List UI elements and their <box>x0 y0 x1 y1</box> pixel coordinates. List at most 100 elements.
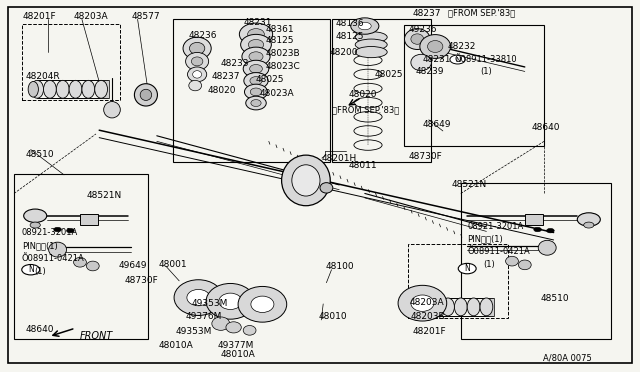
Ellipse shape <box>355 46 387 58</box>
Ellipse shape <box>193 71 202 78</box>
Circle shape <box>67 228 74 233</box>
Ellipse shape <box>351 18 379 34</box>
Ellipse shape <box>244 84 268 100</box>
Ellipse shape <box>74 257 86 267</box>
Bar <box>22 24 120 100</box>
Ellipse shape <box>174 280 223 315</box>
Bar <box>486 298 494 316</box>
Circle shape <box>22 264 40 275</box>
Text: 48010A: 48010A <box>159 341 193 350</box>
Text: Õ08911-0421A: Õ08911-0421A <box>22 254 84 263</box>
Text: 49649: 49649 <box>118 262 147 270</box>
Ellipse shape <box>56 80 69 98</box>
Text: 48200: 48200 <box>330 48 358 57</box>
Ellipse shape <box>212 317 230 330</box>
Text: Õ08911-0421A: Õ08911-0421A <box>467 247 530 256</box>
Text: 48521N: 48521N <box>86 191 122 200</box>
Text: 48010: 48010 <box>319 312 348 321</box>
Ellipse shape <box>219 293 242 310</box>
Ellipse shape <box>134 84 157 106</box>
Text: 48204R: 48204R <box>26 72 60 81</box>
Ellipse shape <box>183 37 211 60</box>
Bar <box>101 80 109 98</box>
Text: 48233: 48233 <box>221 59 250 68</box>
Ellipse shape <box>188 67 207 82</box>
Text: 48001: 48001 <box>159 260 188 269</box>
Ellipse shape <box>416 298 429 316</box>
Ellipse shape <box>358 22 371 30</box>
Text: 48025: 48025 <box>256 76 285 84</box>
Text: 48361: 48361 <box>266 25 294 34</box>
Text: 48020: 48020 <box>208 86 237 94</box>
Circle shape <box>458 263 476 274</box>
Ellipse shape <box>244 73 268 89</box>
Ellipse shape <box>398 285 447 321</box>
Text: 48100: 48100 <box>325 262 354 271</box>
Text: 48201F: 48201F <box>413 327 447 336</box>
Ellipse shape <box>442 298 454 316</box>
Ellipse shape <box>206 283 255 319</box>
Ellipse shape <box>44 80 56 98</box>
Ellipse shape <box>243 60 269 77</box>
Bar <box>408 244 508 318</box>
Text: 48136: 48136 <box>336 19 365 28</box>
Text: 48023A: 48023A <box>259 89 294 98</box>
Circle shape <box>577 213 600 226</box>
Circle shape <box>584 222 594 228</box>
Ellipse shape <box>467 298 480 316</box>
Ellipse shape <box>189 42 205 54</box>
Ellipse shape <box>243 326 256 335</box>
Text: N: N <box>465 264 470 273</box>
Text: 48201H: 48201H <box>322 154 357 163</box>
Ellipse shape <box>250 88 262 96</box>
Ellipse shape <box>95 80 108 98</box>
Ellipse shape <box>189 80 202 91</box>
Ellipse shape <box>86 261 99 271</box>
Circle shape <box>450 55 465 64</box>
Text: 48232: 48232 <box>448 42 476 51</box>
Circle shape <box>54 227 61 232</box>
Circle shape <box>534 227 541 232</box>
Text: 48011: 48011 <box>349 161 378 170</box>
Text: PINビン(1): PINビン(1) <box>22 241 58 250</box>
Text: A/80A 0075: A/80A 0075 <box>543 353 591 362</box>
Ellipse shape <box>411 295 434 311</box>
Circle shape <box>24 209 47 222</box>
Ellipse shape <box>250 77 262 85</box>
Ellipse shape <box>251 296 274 312</box>
Text: 48640: 48640 <box>26 325 54 334</box>
Text: 48203R: 48203R <box>411 312 445 321</box>
Text: 48640: 48640 <box>531 123 560 132</box>
Text: (1): (1) <box>480 67 492 76</box>
Ellipse shape <box>69 80 82 98</box>
Text: 49376M: 49376M <box>186 312 222 321</box>
Ellipse shape <box>355 32 387 43</box>
Ellipse shape <box>49 242 67 257</box>
Ellipse shape <box>506 256 518 266</box>
Ellipse shape <box>454 298 467 316</box>
Ellipse shape <box>251 100 261 106</box>
Ellipse shape <box>104 102 120 118</box>
Ellipse shape <box>413 299 424 315</box>
Bar <box>461 183 611 339</box>
Text: 48510: 48510 <box>541 294 570 303</box>
Ellipse shape <box>31 80 44 98</box>
Ellipse shape <box>242 47 270 66</box>
Ellipse shape <box>248 29 264 40</box>
Text: 48025: 48025 <box>374 70 403 79</box>
Text: 48237: 48237 <box>211 72 240 81</box>
Bar <box>14 174 148 339</box>
Ellipse shape <box>241 34 271 55</box>
Text: 48577: 48577 <box>131 12 160 21</box>
Text: 48203A: 48203A <box>74 12 108 21</box>
Text: (1): (1) <box>35 267 46 276</box>
Ellipse shape <box>292 165 320 196</box>
Circle shape <box>30 222 40 228</box>
Ellipse shape <box>82 80 95 98</box>
Text: 48521N: 48521N <box>451 180 486 189</box>
Ellipse shape <box>140 89 152 100</box>
Ellipse shape <box>238 286 287 322</box>
Text: 49353M: 49353M <box>176 327 212 336</box>
Text: 48239: 48239 <box>416 67 445 76</box>
Text: 48231: 48231 <box>243 18 272 27</box>
